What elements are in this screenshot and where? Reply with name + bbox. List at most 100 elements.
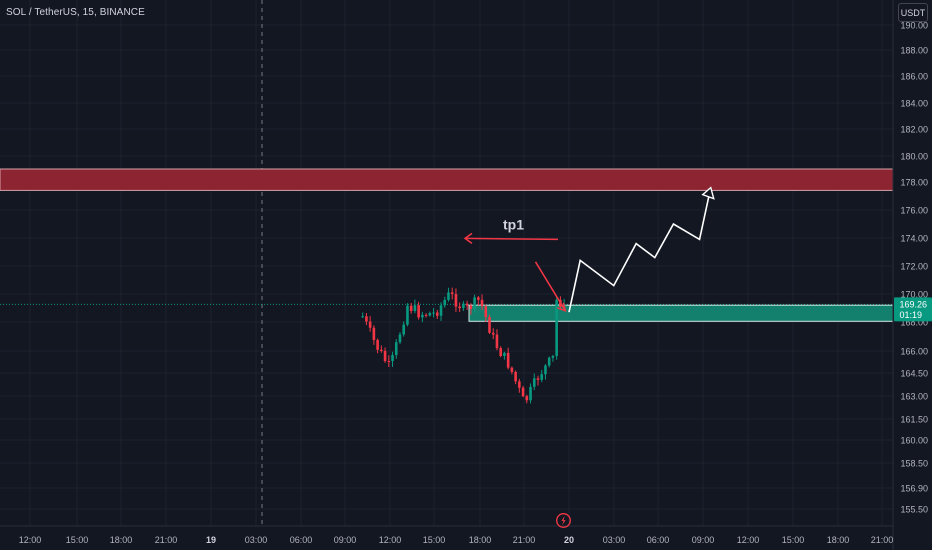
- price-tick-label: 182.00: [900, 125, 928, 135]
- time-tick-label: 21:00: [871, 535, 894, 545]
- countdown-label: 01:19: [899, 310, 922, 320]
- candle-down: [499, 346, 502, 358]
- candle-down: [435, 309, 439, 319]
- candle-body: [525, 396, 529, 401]
- support-zone[interactable]: [468, 304, 894, 322]
- price-tick-label: 166.00: [900, 347, 928, 357]
- candle-down: [417, 301, 420, 320]
- price-tick-label: 170.00: [900, 290, 928, 300]
- candle-body: [450, 292, 454, 295]
- projection-path[interactable]: [568, 187, 712, 313]
- candle-down: [484, 304, 488, 322]
- candle-body: [421, 314, 424, 318]
- candle-down: [380, 345, 383, 353]
- candle-body: [372, 327, 376, 340]
- candle-body: [544, 365, 547, 375]
- candle-down: [495, 329, 499, 351]
- tp1-arrow-line[interactable]: [465, 237, 559, 241]
- candle-body: [402, 324, 406, 335]
- candle-body: [529, 386, 532, 401]
- resistance-zone[interactable]: [0, 168, 894, 191]
- candle-down: [458, 302, 461, 312]
- candle-body: [458, 306, 461, 309]
- candle-down: [518, 378, 521, 393]
- time-tick-label: 21:00: [155, 535, 178, 545]
- candle-body: [424, 314, 428, 316]
- candle-body: [398, 334, 402, 343]
- candle-body: [447, 292, 450, 300]
- tp1-label: tp1: [503, 216, 524, 232]
- candle-up: [413, 299, 417, 314]
- candle-up: [503, 351, 506, 360]
- candle-down: [491, 328, 495, 340]
- candle-down: [383, 347, 387, 363]
- price-tick-label: 163.00: [900, 392, 928, 402]
- candle-body: [484, 306, 488, 318]
- candle-body: [469, 305, 473, 309]
- time-tick-label: 09:00: [692, 535, 715, 545]
- down-arrowhead-icon: [557, 302, 567, 313]
- candle-body: [555, 299, 558, 356]
- candle-body: [540, 374, 544, 380]
- candle-body: [514, 371, 517, 382]
- price-tick-label: 161.50: [900, 415, 928, 425]
- candle-body: [432, 312, 435, 314]
- candle-down: [536, 375, 540, 386]
- candle-down: [368, 316, 372, 332]
- candle-body: [510, 367, 514, 372]
- candle-down: [506, 347, 510, 370]
- time-tick-label: 18:00: [827, 535, 850, 545]
- price-tick-label: 174.00: [900, 234, 928, 244]
- candle-up: [443, 296, 447, 308]
- candle-body: [394, 342, 398, 355]
- candle-up: [361, 312, 364, 318]
- tp1-arrowhead-icon: [463, 232, 473, 245]
- price-tick-label: 180.00: [900, 152, 928, 162]
- candle-body: [417, 305, 420, 318]
- candle-body: [532, 378, 536, 387]
- time-tick-label: 21:00: [513, 535, 536, 545]
- candle-body: [435, 312, 439, 316]
- candle-body: [361, 316, 364, 318]
- candle-body: [536, 378, 540, 380]
- candle-up: [421, 311, 424, 323]
- candle-down: [365, 313, 368, 326]
- price-scale[interactable]: [893, 0, 932, 550]
- candle-body: [518, 381, 521, 388]
- candle-up: [398, 332, 402, 345]
- candle-down: [376, 338, 379, 354]
- currency-button[interactable]: USDT: [898, 3, 928, 22]
- candle-body: [473, 297, 476, 309]
- candle-down: [465, 300, 469, 310]
- current-price-badge: [894, 297, 932, 322]
- candle-body: [465, 303, 469, 306]
- time-tick-label: 03:00: [245, 535, 268, 545]
- current-price-label: 169.26: [899, 299, 927, 309]
- tradingview-logo-icon[interactable]: [555, 512, 572, 529]
- candle-down: [525, 394, 529, 404]
- candle-up: [432, 308, 435, 318]
- candle-up: [447, 287, 450, 302]
- candle-body: [499, 348, 502, 357]
- time-tick-label: 12:00: [379, 535, 402, 545]
- candle-body: [428, 313, 432, 316]
- projection-arrowhead-icon: [701, 186, 715, 200]
- candle-up: [462, 301, 465, 311]
- candle-up: [473, 294, 476, 313]
- candle-body: [413, 305, 417, 311]
- candle-body: [488, 317, 491, 333]
- price-tick-label: 186.00: [900, 72, 928, 82]
- candle-up: [540, 369, 544, 383]
- candle-down: [372, 325, 376, 345]
- time-tick-label: 03:00: [603, 535, 626, 545]
- candle-up: [555, 296, 558, 360]
- candle-up: [391, 351, 394, 367]
- candle-down: [480, 294, 484, 311]
- time-tick-label: 19: [206, 535, 216, 545]
- down-arrow-line[interactable]: [534, 261, 566, 312]
- price-tick-label: 176.00: [900, 206, 928, 216]
- candle-down: [477, 295, 480, 306]
- candle-body: [383, 350, 387, 362]
